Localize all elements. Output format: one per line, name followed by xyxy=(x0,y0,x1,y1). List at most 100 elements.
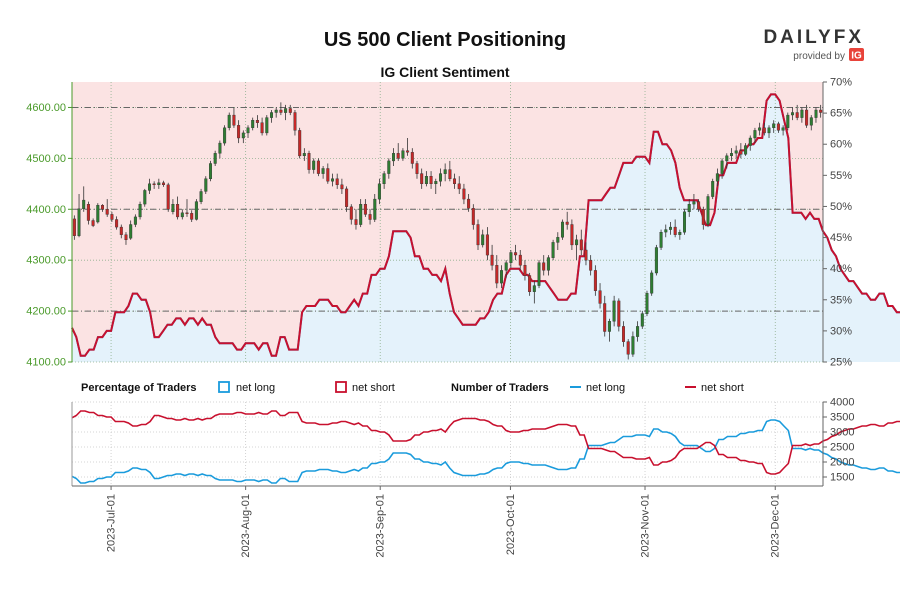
candle-body xyxy=(509,252,513,263)
candle-body xyxy=(161,182,165,186)
candle-body xyxy=(77,208,81,237)
count-tick-label: 3500 xyxy=(830,412,854,424)
candle-body xyxy=(237,125,241,139)
candle-body xyxy=(546,257,550,271)
candles xyxy=(72,102,823,360)
candle-body xyxy=(542,262,546,271)
price-axis: 4100.00 4200.00 4300.00 4400.00 4500.00 4600.… xyxy=(26,82,73,369)
percent-tick-label: 65% xyxy=(830,108,852,120)
candle-body xyxy=(528,275,532,292)
candle-body xyxy=(270,112,274,118)
percent-tick-label: 25% xyxy=(830,357,852,369)
candle-body xyxy=(762,127,766,134)
candle-body xyxy=(617,300,621,327)
candle-body xyxy=(772,123,776,128)
candle-body xyxy=(171,203,175,212)
price-tick-label: 4200.00 xyxy=(26,306,66,318)
candle-body xyxy=(326,168,330,182)
candle-body xyxy=(495,265,499,284)
candle-body xyxy=(359,203,363,225)
candle-body xyxy=(711,181,715,197)
candle-body xyxy=(363,203,367,215)
candle-body xyxy=(86,203,90,221)
candle-body xyxy=(180,212,184,218)
date-axis: 2023-Jul-01 2023-Aug-01 2023-Sep-01 2023-Oc… xyxy=(72,485,823,558)
candle-body xyxy=(579,239,583,251)
candle-body xyxy=(82,199,86,210)
percent-tick-label: 45% xyxy=(830,232,852,244)
candle-body xyxy=(453,178,457,184)
candle-body xyxy=(345,188,349,207)
candle-body xyxy=(800,109,804,118)
candle-body xyxy=(199,191,203,202)
candle-body xyxy=(748,137,752,146)
candle-body xyxy=(659,231,663,248)
candle-body xyxy=(532,285,536,292)
candle-body xyxy=(687,203,691,212)
candle-body xyxy=(551,242,555,258)
date-tick-label: 2023-Oct-01 xyxy=(505,494,517,555)
candle-body xyxy=(190,213,194,220)
legend-pct-short-swatch xyxy=(335,381,347,393)
candle-body xyxy=(575,239,579,246)
candle-body xyxy=(260,122,264,134)
candle-body xyxy=(204,178,208,192)
candle-body xyxy=(255,119,259,123)
candle-body xyxy=(396,153,400,159)
candle-body xyxy=(274,109,278,113)
candle-body xyxy=(213,153,217,164)
price-tick-label: 4100.00 xyxy=(26,357,66,369)
logo-brand: IG xyxy=(851,51,862,62)
candle-body xyxy=(565,221,569,225)
candle-body xyxy=(410,152,414,164)
candle-body xyxy=(152,183,156,186)
count-axis: 1500 2000 2500 3000 3500 4000 xyxy=(71,397,854,486)
candle-body xyxy=(105,209,109,215)
date-tick-label: 2023-Nov-01 xyxy=(640,494,652,558)
price-tick-label: 4600.00 xyxy=(26,102,66,114)
legend-num-short: net short xyxy=(701,382,744,394)
percent-tick-label: 30% xyxy=(830,325,852,337)
candle-body xyxy=(241,132,245,139)
candle-body xyxy=(331,178,335,182)
candle-body xyxy=(561,221,565,238)
candle-body xyxy=(537,262,541,286)
candle-body xyxy=(664,229,668,233)
date-tick-label: 2023-Aug-01 xyxy=(240,494,252,558)
candle-body xyxy=(622,326,626,342)
candle-body xyxy=(401,150,405,159)
candle-body xyxy=(730,153,734,157)
price-tick-label: 4300.00 xyxy=(26,255,66,267)
candle-body xyxy=(776,123,780,131)
candle-body xyxy=(138,203,142,218)
candle-body xyxy=(809,117,813,126)
legend-pct-title: Percentage of Traders xyxy=(81,382,197,394)
candle-body xyxy=(392,153,396,162)
candle-body xyxy=(467,198,471,209)
candle-body xyxy=(312,160,316,170)
candle-body xyxy=(133,216,137,225)
candle-body xyxy=(166,184,170,210)
candle-body xyxy=(471,208,475,225)
candle-body xyxy=(814,109,818,118)
candle-body xyxy=(678,231,682,235)
candle-body xyxy=(514,252,518,256)
candle-body xyxy=(490,254,494,266)
candle-body xyxy=(96,204,100,223)
candle-body xyxy=(349,206,353,220)
candle-body xyxy=(406,150,410,153)
candle-body xyxy=(284,108,288,113)
candle-body xyxy=(251,119,255,128)
candle-body xyxy=(368,214,372,220)
candle-body xyxy=(194,201,198,220)
dailyfx-logo: DAILYFX provided by IG xyxy=(763,27,864,62)
count-tick-label: 2000 xyxy=(830,457,854,469)
candle-body xyxy=(692,201,696,205)
candle-body xyxy=(100,204,104,210)
candle-body xyxy=(302,153,306,157)
candle-body xyxy=(462,188,466,200)
candle-body xyxy=(523,265,527,276)
candle-body xyxy=(612,300,616,322)
percent-axis: 25% 30% 35% 40% 45% 50% 55% 60% 65% 70% xyxy=(822,77,852,369)
